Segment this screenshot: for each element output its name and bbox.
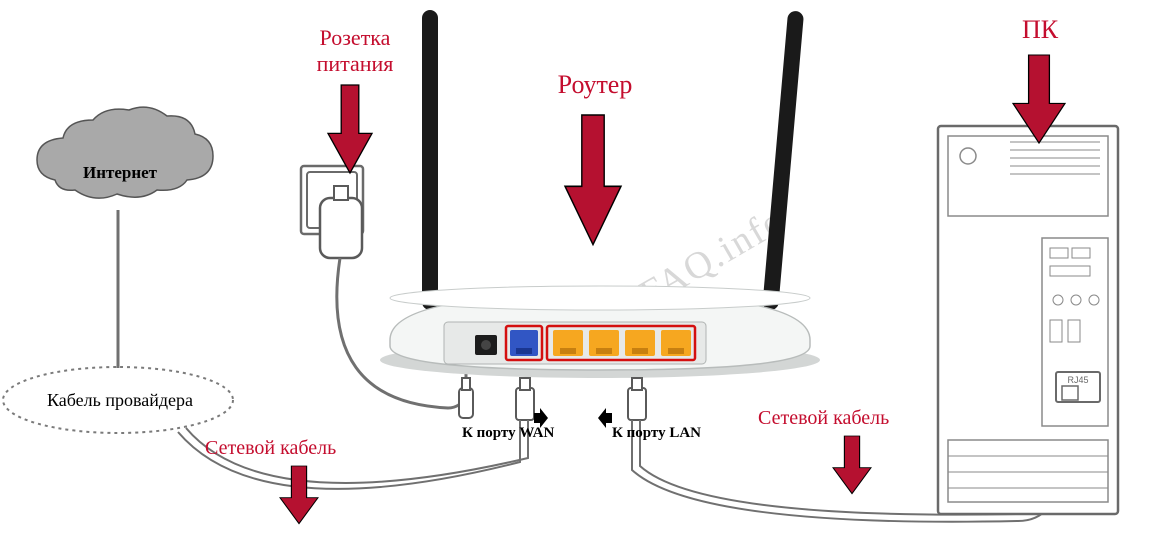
internet-cloud-icon bbox=[37, 107, 213, 198]
label-wan-port: К порту WAN bbox=[462, 425, 602, 442]
lan-connector-icon bbox=[598, 378, 646, 428]
label-internet: Интернет bbox=[65, 163, 175, 183]
label-power-socket: Розетка питания bbox=[275, 25, 435, 77]
antenna-right-icon bbox=[762, 10, 804, 310]
label-router: Роутер bbox=[525, 70, 665, 100]
svg-text:RJ45: RJ45 bbox=[1067, 375, 1088, 385]
router-arrow-icon bbox=[565, 115, 621, 245]
cable-left-arrow-icon bbox=[280, 466, 318, 524]
label-pc: ПК bbox=[1000, 15, 1080, 45]
label-lan-port: К порту LAN bbox=[612, 425, 752, 442]
label-network-cable-right: Сетевой кабель bbox=[758, 407, 958, 430]
router-icon bbox=[380, 286, 820, 378]
power-arrow-icon bbox=[328, 85, 372, 173]
label-network-cable-left: Сетевой кабель bbox=[205, 437, 405, 460]
label-provider-cable: Кабель провайдера bbox=[20, 390, 220, 411]
cable-right-arrow-icon bbox=[833, 436, 871, 494]
power-plug-icon bbox=[459, 378, 473, 418]
pc-tower-icon: RJ45 bbox=[938, 126, 1118, 514]
